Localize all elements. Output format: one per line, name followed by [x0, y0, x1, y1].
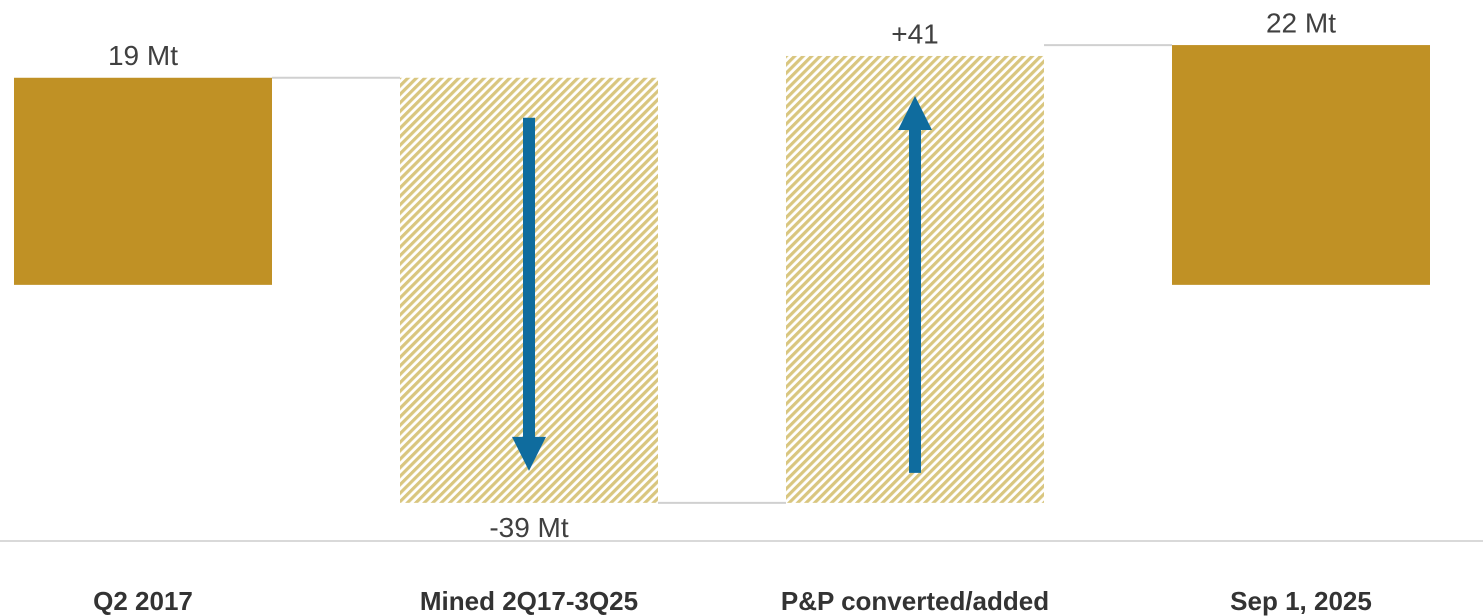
x-tick-label: Mined 2Q17-3Q25 — [420, 586, 638, 616]
arrow-head — [898, 95, 932, 130]
value-label: 19 Mt — [108, 40, 178, 71]
x-tick-label: Sep 1, 2025 — [1230, 586, 1372, 616]
bar — [1172, 45, 1430, 285]
bar — [14, 77, 272, 285]
value-label: -39 Mt — [489, 512, 569, 543]
value-label: +41 — [891, 18, 939, 49]
x-tick-label: P&P converted/added — [781, 586, 1049, 616]
x-tick-label: Q2 2017 — [93, 586, 193, 616]
value-label: 22 Mt — [1266, 7, 1336, 38]
arrow-head — [512, 436, 546, 471]
